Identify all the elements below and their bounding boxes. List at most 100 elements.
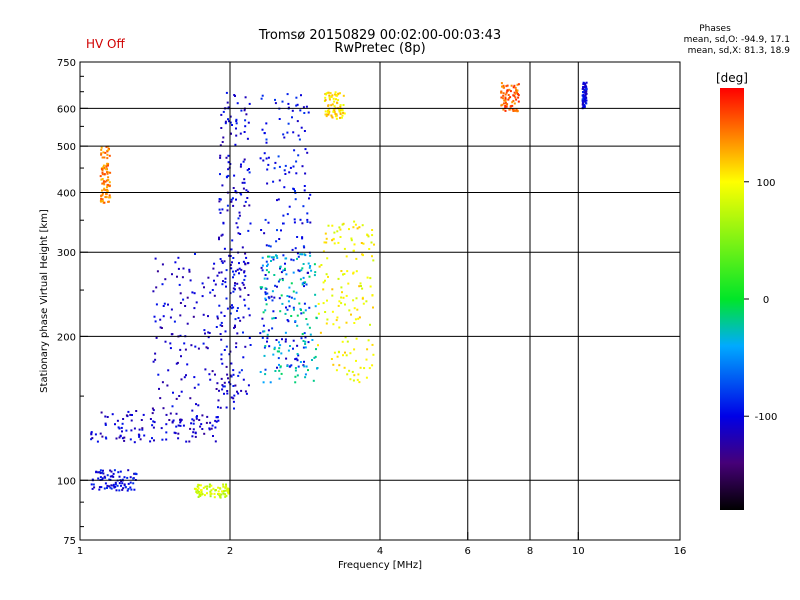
scatter-point xyxy=(152,360,155,363)
scatter-point xyxy=(263,346,266,349)
scatter-point xyxy=(282,269,285,272)
scatter-point xyxy=(181,276,184,279)
scatter-point xyxy=(259,157,262,160)
scatter-point xyxy=(167,303,169,306)
scatter-point xyxy=(307,341,310,344)
scatter-point xyxy=(103,487,106,490)
scatter-point xyxy=(338,226,341,229)
scatter-point xyxy=(502,92,505,95)
scatter-point xyxy=(221,208,224,211)
scatter-point xyxy=(338,326,341,329)
scatter-point xyxy=(90,433,93,436)
scatter-point xyxy=(196,492,199,495)
scatter-point xyxy=(119,435,122,438)
scatter-point xyxy=(229,132,232,135)
scatter-point xyxy=(365,376,368,379)
scatter-point xyxy=(192,431,195,434)
scatter-point xyxy=(225,91,228,94)
scatter-point xyxy=(516,89,519,92)
scatter-point xyxy=(313,263,316,266)
scatter-point xyxy=(222,221,225,224)
scatter-point xyxy=(297,354,300,357)
scatter-point xyxy=(238,214,241,217)
scatter-point xyxy=(305,105,308,108)
scatter-point xyxy=(209,495,212,498)
scatter-point xyxy=(314,355,317,358)
scatter-point xyxy=(585,99,588,102)
scatter-point xyxy=(303,285,305,288)
scatter-point xyxy=(583,83,586,86)
scatter-point xyxy=(217,493,219,496)
scatter-point xyxy=(103,187,106,190)
scatter-point xyxy=(126,476,129,479)
scatter-point xyxy=(103,183,106,186)
scatter-point xyxy=(193,307,196,310)
scatter-point xyxy=(582,94,585,97)
scatter-point xyxy=(338,108,341,111)
scatter-point xyxy=(117,426,120,429)
scatter-point xyxy=(151,424,154,427)
scatter-point xyxy=(290,282,293,285)
scatter-point xyxy=(309,254,312,257)
scatter-point xyxy=(228,254,231,257)
scatter-point xyxy=(232,369,235,372)
scatter-point xyxy=(278,347,281,350)
scatter-point xyxy=(359,366,362,369)
scatter-point xyxy=(286,93,289,96)
scatter-point xyxy=(239,233,242,235)
scatter-point xyxy=(207,276,210,279)
scatter-point xyxy=(139,438,142,441)
scatter-point xyxy=(221,490,223,493)
scatter-point xyxy=(226,373,229,376)
scatter-point xyxy=(508,108,511,111)
scatter-point xyxy=(315,348,317,351)
scatter-point xyxy=(90,438,93,441)
scatter-point xyxy=(297,134,300,137)
scatter-point xyxy=(302,340,305,342)
scatter-point xyxy=(307,369,309,372)
scatter-point xyxy=(238,262,240,265)
scatter-point xyxy=(225,269,228,272)
scatter-point xyxy=(502,86,505,89)
scatter-point xyxy=(277,280,280,283)
scatter-point xyxy=(261,256,264,259)
scatter-point xyxy=(247,229,250,232)
scatter-point xyxy=(195,417,198,420)
scatter-point xyxy=(282,133,285,136)
scatter-point xyxy=(182,298,185,301)
scatter-point xyxy=(582,82,585,84)
scatter-point xyxy=(266,292,269,295)
scatter-point xyxy=(292,290,295,293)
scatter-point xyxy=(299,253,302,256)
scatter-point xyxy=(280,229,282,232)
scatter-point xyxy=(193,292,196,295)
scatter-point xyxy=(184,348,187,351)
scatter-point xyxy=(201,493,204,495)
scatter-point xyxy=(331,103,334,106)
scatter-point xyxy=(285,306,287,309)
scatter-point xyxy=(353,307,356,310)
phase-stats-title: Phases xyxy=(699,24,731,34)
scatter-point xyxy=(292,165,295,168)
scatter-point xyxy=(354,318,357,321)
scatter-point xyxy=(260,287,263,290)
scatter-point xyxy=(292,347,294,350)
scatter-point xyxy=(284,340,287,343)
scatter-point xyxy=(314,293,317,296)
scatter-point xyxy=(506,103,509,106)
scatter-point xyxy=(292,259,295,262)
hv-status: HV Off xyxy=(86,37,125,51)
scatter-point xyxy=(244,125,247,128)
scatter-point xyxy=(282,214,285,217)
scatter-point xyxy=(358,226,361,229)
scatter-point xyxy=(278,165,281,168)
scatter-point xyxy=(152,426,155,429)
scatter-point xyxy=(515,108,518,111)
scatter-point xyxy=(226,390,229,392)
scatter-point xyxy=(229,292,232,295)
scatter-point xyxy=(239,288,242,291)
scatter-point xyxy=(214,426,217,429)
scatter-point xyxy=(237,217,240,220)
scatter-point xyxy=(102,472,105,475)
scatter-point xyxy=(169,347,172,350)
